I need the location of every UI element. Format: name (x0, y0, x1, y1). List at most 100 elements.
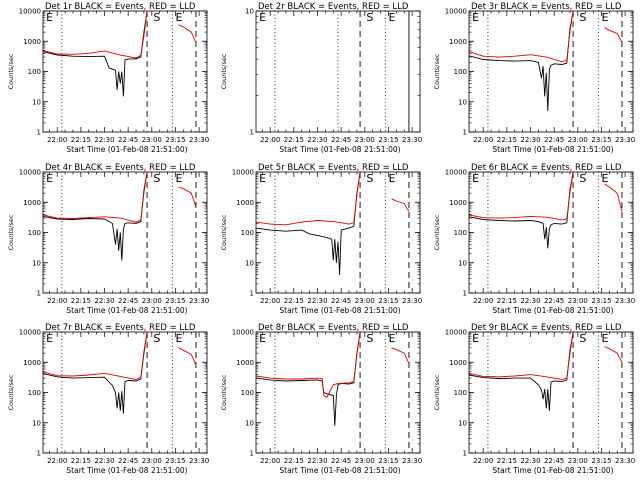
events-series-0 (43, 11, 148, 97)
panel-title: Det 7r BLACK = Events, RED = LLD (45, 323, 196, 333)
x-tick-label: 23:30 (615, 297, 635, 305)
y-axis-label: Counts/sec (220, 53, 228, 89)
marker-s: S (366, 172, 373, 185)
y-axis-label: Counts/sec (7, 53, 15, 89)
lld-series-2 (391, 347, 410, 364)
x-tick-label: 22:45 (118, 457, 138, 465)
x-tick-label: 23:30 (402, 457, 422, 465)
marker-s: S (153, 332, 160, 345)
marker-e: E (472, 11, 479, 24)
x-tick-label: 23:15 (378, 297, 398, 305)
x-tick-label: 22:30 (94, 136, 114, 144)
x-axis-label: Start Time (01-Feb-08 21:51:00) (492, 306, 613, 315)
y-tick-label: 1 (250, 450, 254, 458)
y-tick-label: 1000 (236, 199, 254, 207)
y-tick-label: 1000 (23, 199, 41, 207)
panel-det-6: Det 6r BLACK = Events, RED = LLD Start Ti… (433, 163, 635, 315)
y-axis-label: Counts/sec (433, 374, 441, 410)
y-tick-label: 10000 (232, 169, 254, 177)
y-tick-label: 10000 (19, 329, 41, 337)
x-tick-label: 22:30 (307, 457, 327, 465)
marker-s: S (366, 332, 373, 345)
x-tick-label: 23:30 (189, 457, 209, 465)
y-tick-label: 100 (241, 229, 254, 237)
y-tick-label: 10000 (19, 8, 41, 16)
y-axis-label: Counts/sec (220, 214, 228, 250)
y-tick-label: 1000 (449, 38, 467, 46)
y-tick-label: 1000 (23, 359, 41, 367)
series-group (256, 172, 410, 275)
lld-series-1 (256, 172, 361, 226)
panel-title: Det 8r BLACK = Events, RED = LLD (258, 323, 409, 333)
x-tick-label: 23:30 (615, 136, 635, 144)
y-tick-label: 100 (454, 389, 467, 397)
marker-e: E (175, 172, 182, 185)
plot-frame (42, 10, 208, 133)
marker-e: E (388, 11, 395, 24)
x-tick-label: 22:15 (284, 136, 304, 144)
x-tick-label: 22:30 (520, 457, 540, 465)
y-tick-label: 10 (458, 259, 467, 267)
panel-title: Det 3r BLACK = Events, RED = LLD (471, 2, 622, 12)
marker-s: S (366, 11, 373, 24)
y-tick-label: 10000 (445, 8, 467, 16)
y-tick-label: 1 (37, 290, 41, 298)
y-tick-label: 1 (37, 450, 41, 458)
y-tick-label: 100 (28, 389, 41, 397)
x-tick-label: 22:45 (544, 136, 564, 144)
y-tick-label: 10000 (19, 169, 41, 177)
lld-series-1 (469, 11, 574, 63)
x-tick-label: 22:30 (520, 136, 540, 144)
events-series-0 (43, 172, 148, 261)
x-tick-label: 22:45 (331, 457, 351, 465)
events-series-0 (469, 332, 574, 411)
plot-frame (468, 10, 634, 133)
series-group (469, 11, 623, 111)
lld-series-1 (43, 11, 148, 59)
marker-e: E (472, 332, 479, 345)
x-tick-label: 22:45 (118, 136, 138, 144)
x-tick-label: 23:15 (378, 136, 398, 144)
y-axis-label: Counts/sec (220, 374, 228, 410)
panel-det-2: Det 2r BLACK = Events, RED = LLD Start Ti… (220, 2, 422, 154)
x-tick-label: 22:00 (47, 457, 67, 465)
lld-series-2 (391, 198, 410, 212)
x-tick-label: 22:15 (284, 297, 304, 305)
x-tick-label: 22:30 (94, 297, 114, 305)
events-series-0 (43, 332, 148, 414)
marker-s: S (153, 11, 160, 24)
x-tick-label: 22:15 (497, 457, 517, 465)
panel-det-8: Det 8r BLACK = Events, RED = LLD Start Ti… (220, 323, 422, 475)
x-axis-label: Start Time (01-Feb-08 21:51:00) (279, 466, 400, 475)
panel-title: Det 5r BLACK = Events, RED = LLD (258, 163, 409, 173)
y-tick-label: 10000 (445, 169, 467, 177)
x-tick-label: 23:15 (591, 457, 611, 465)
x-tick-label: 23:30 (402, 297, 422, 305)
marker-s: S (153, 172, 160, 185)
marker-e: E (388, 332, 395, 345)
events-series-0 (256, 172, 361, 275)
panel-title: Det 2r BLACK = Events, RED = LLD (258, 2, 409, 12)
x-tick-label: 22:00 (473, 457, 493, 465)
y-tick-label: 1 (463, 129, 467, 137)
lld-series-2 (604, 27, 623, 43)
lld-series-1 (43, 332, 148, 380)
panel-title: Det 4r BLACK = Events, RED = LLD (45, 163, 196, 173)
panel-det-4: Det 4r BLACK = Events, RED = LLD Start Ti… (7, 163, 209, 315)
y-tick-label: 100 (28, 68, 41, 76)
x-tick-label: 22:15 (284, 457, 304, 465)
x-tick-label: 22:30 (94, 457, 114, 465)
x-axis-label: Start Time (01-Feb-08 21:51:00) (66, 306, 187, 315)
x-tick-label: 23:00 (568, 457, 588, 465)
lld-series-1 (43, 172, 148, 223)
x-tick-label: 22:45 (544, 297, 564, 305)
events-series-0 (469, 172, 574, 249)
marker-e: E (259, 172, 266, 185)
x-tick-label: 23:00 (142, 457, 162, 465)
y-tick-label: 10 (32, 98, 41, 106)
x-tick-label: 23:15 (591, 136, 611, 144)
x-tick-label: 22:00 (473, 136, 493, 144)
marker-e: E (46, 11, 53, 24)
lld-series-2 (178, 24, 197, 43)
x-tick-label: 22:15 (71, 297, 91, 305)
